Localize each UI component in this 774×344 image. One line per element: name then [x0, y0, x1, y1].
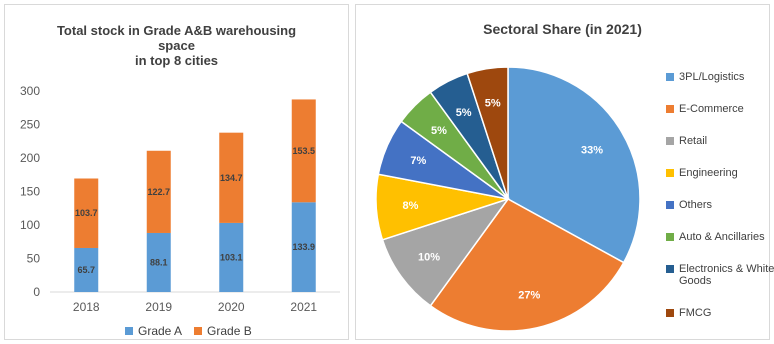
- bar-grade-a-2019: [146, 232, 171, 292]
- bar-grade-b-2019: [146, 150, 171, 233]
- data-label: 122.7: [147, 187, 170, 197]
- bar-grade-a-2021: [291, 202, 316, 292]
- pie-slice-e-commerce: [429, 198, 625, 332]
- bar-chart-legend: Grade A Grade B: [125, 324, 252, 338]
- legend-swatch-grade-a: [125, 327, 133, 335]
- x-tick-label: 2018: [73, 300, 100, 314]
- x-tick-label: 2020: [218, 300, 245, 314]
- pie-legend-item: Retail: [666, 135, 774, 147]
- data-label: 103.1: [220, 252, 243, 262]
- data-label: 88.1: [150, 257, 168, 267]
- pie-legend-swatch: [666, 73, 674, 81]
- pie-legend-item: Engineering: [666, 167, 774, 179]
- pie-slice-fmcg: [466, 66, 509, 200]
- pie-legend-item: 3PL/Logistics: [666, 71, 774, 83]
- pie-legend-label: Engineering: [679, 167, 738, 179]
- legend-item-grade-a: Grade A: [125, 324, 182, 338]
- pie-slice-retail: [381, 197, 510, 307]
- pie-slice-label: 5%: [431, 125, 447, 137]
- pie-slice-label: 33%: [581, 144, 603, 156]
- pie-legend-label: E-Commerce: [679, 103, 744, 115]
- legend-item-grade-b: Grade B: [194, 324, 252, 338]
- y-tick-label: 300: [20, 84, 40, 98]
- bar-chart-title: Total stock in Grade A&B warehousing spa…: [5, 23, 348, 68]
- pie-legend-label: Electronics & White Goods: [679, 263, 774, 287]
- bar-grade-b-2020: [219, 132, 244, 223]
- legend-label-grade-a: Grade A: [138, 324, 183, 338]
- pie-legend-label: Retail: [679, 135, 708, 147]
- pie-legend-swatch: [666, 137, 674, 145]
- pie-chart-title: Sectoral Share (in 2021): [483, 21, 642, 37]
- pie-legend-label: FMCG: [679, 307, 712, 319]
- data-label: 153.5: [292, 146, 315, 156]
- y-tick-label: 50: [27, 252, 41, 266]
- y-tick-label: 200: [20, 151, 40, 165]
- x-tick-label: 2019: [145, 300, 172, 314]
- data-label: 133.9: [292, 242, 315, 252]
- bar-grade-b-2018: [74, 178, 99, 248]
- legend-swatch-grade-b: [194, 327, 203, 335]
- bar-grade-b-2021: [291, 99, 316, 203]
- y-tick-label: 0: [33, 285, 40, 299]
- y-tick-label: 150: [20, 185, 40, 199]
- pie-legend-label: Auto & Ancillaries: [679, 231, 765, 243]
- pie-legend-swatch: [666, 309, 674, 317]
- pie-legend-item: FMCG: [666, 307, 774, 319]
- pie-slice-label: 8%: [403, 200, 419, 212]
- legend-label-grade-b: Grade B: [207, 324, 252, 338]
- pie-slice-label: 10%: [418, 251, 440, 263]
- pie-legend-item: Auto & Ancillaries: [666, 231, 774, 243]
- pie-legend-swatch: [666, 233, 674, 241]
- y-tick-label: 100: [20, 218, 40, 232]
- y-tick-label: 250: [20, 118, 40, 132]
- pie-slice-3pl-logistics: [507, 66, 641, 264]
- pie-legend-swatch: [666, 169, 674, 177]
- bar-title-line-3: in top 8 cities: [134, 53, 219, 68]
- pie-legend-swatch: [666, 201, 674, 209]
- bar-chart-plot: 0 50 100 150 200 250 300 65.7 103.7 2018 88.1 122.7…: [20, 84, 340, 314]
- pie-slice-label: 5%: [456, 107, 472, 119]
- pie-legend-item: Others: [666, 199, 774, 211]
- pie-slice-label: 27%: [518, 289, 540, 301]
- pie-slice-label: 7%: [410, 155, 426, 167]
- pie-chart-panel: Sectoral Share (in 2021) 33% 27% 10% 8% 7% 5%…: [355, 4, 774, 340]
- bar-grade-a-2018: [74, 247, 99, 292]
- pie-legend-item: Electronics & White Goods: [666, 263, 774, 287]
- bar-grade-a-2020: [219, 222, 244, 292]
- x-tick-label: 2021: [290, 300, 317, 314]
- bar-chart-panel: Total stock in Grade A&B warehousing spa…: [4, 4, 349, 340]
- pie-legend-swatch: [666, 265, 674, 273]
- data-label: 65.7: [77, 265, 95, 275]
- pie-legend-label: 3PL/Logistics: [679, 71, 745, 83]
- bar-title-line-2: space: [158, 38, 195, 53]
- pie-legend-item: E-Commerce: [666, 103, 774, 115]
- pie-legend-label: Others: [679, 199, 713, 211]
- pie-chart-legend: 3PL/Logistics E-Commerce Retail Engineering…: [666, 71, 774, 339]
- pie-chart-plot: 33% 27% 10% 8% 7% 5% 5% 5%: [375, 66, 641, 332]
- pie-legend-swatch: [666, 105, 674, 113]
- bar-title-line-1: Total stock in Grade A&B warehousing: [56, 23, 297, 38]
- data-label: 134.7: [220, 173, 243, 183]
- data-label: 103.7: [75, 208, 98, 218]
- pie-slice-label: 5%: [485, 98, 501, 110]
